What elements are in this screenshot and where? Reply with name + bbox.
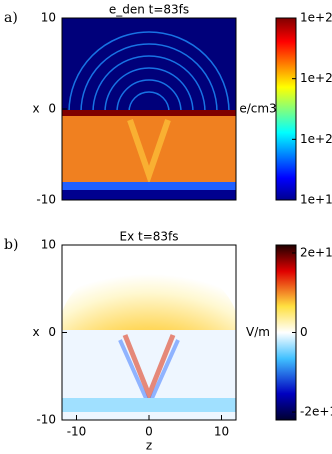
colorbar-tick-label: 1e+21 (300, 71, 332, 85)
colorbar-tick-label: 0 (300, 325, 308, 339)
density-map (62, 18, 236, 200)
y-tick-label: 10 (41, 238, 56, 252)
y-tick-label: 0 (48, 102, 56, 116)
colorbar-tick-label: 1e+19 (300, 193, 332, 207)
y-tick-label: -10 (36, 193, 56, 207)
y-axis-label: x (32, 325, 39, 339)
field-map (62, 245, 236, 420)
chart-title: e_den t=83fs (109, 3, 189, 17)
panel-label: a) (4, 10, 18, 26)
y-tick-label: -10 (36, 413, 56, 427)
y-tick-label: 0 (48, 325, 56, 339)
colorbar-tick-label: -2e+13 (300, 405, 332, 419)
x-tick-label: 0 (145, 425, 153, 439)
y-tick-label: 10 (41, 11, 56, 25)
x-tick-label: -10 (67, 425, 87, 439)
colorbar-tick-label: 2e+13 (300, 245, 332, 259)
colorbar-tick-label: 1e+20 (300, 132, 332, 146)
colorbar-tick-label: 1e+22 (300, 11, 332, 25)
chart-title: Ex t=83fs (119, 230, 178, 244)
colorbar-label: V/m (246, 325, 270, 339)
y-axis-label: x (32, 102, 39, 116)
colorbar (275, 17, 297, 201)
x-tick-label: 10 (214, 425, 229, 439)
x-axis-label: z (146, 439, 152, 453)
colorbar-label: e/cm3 (239, 102, 276, 116)
panel-label: b) (4, 237, 18, 253)
